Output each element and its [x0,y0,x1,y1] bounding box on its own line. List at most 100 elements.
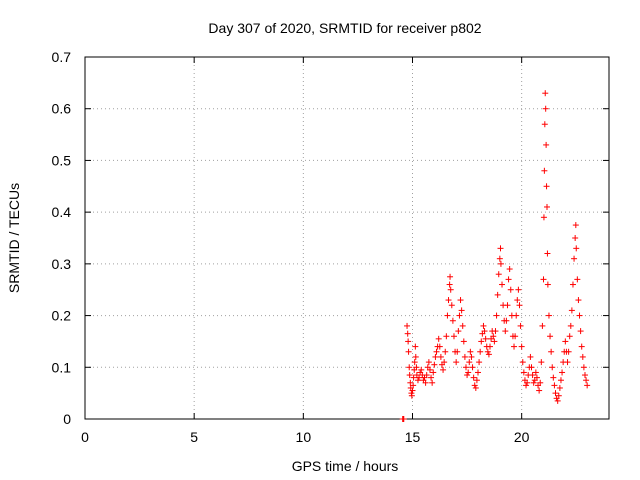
data-point [426,366,433,373]
data-point [564,359,571,366]
data-point [530,379,537,386]
data-point [550,374,557,381]
data-point [485,351,492,358]
data-point [422,379,429,386]
data-point [445,297,452,304]
data-point [497,260,504,267]
data-point [443,333,450,340]
data-point [412,343,419,350]
data-point [441,359,448,366]
data-point [430,369,437,376]
data-point [512,333,519,340]
data-point [425,359,432,366]
data-point [543,203,550,210]
data-point [476,359,483,366]
data-point [581,372,588,379]
data-point [407,379,414,386]
data-point [584,382,591,389]
data-point [492,328,499,335]
data-point [566,333,573,340]
y-tick-label: 0 [63,411,71,427]
data-point [551,382,558,389]
data-point [469,364,476,371]
data-point [442,348,449,355]
data-point [529,372,536,379]
data-point [542,105,549,112]
data-point [475,369,481,376]
data-point [528,364,535,371]
data-point [400,416,407,422]
data-point [536,387,543,394]
data-point [447,273,454,280]
data-point [523,382,530,389]
y-tick-label: 0.3 [52,256,72,272]
data-point [497,245,504,252]
data-point [456,312,463,319]
data-point [532,369,539,376]
data-point [431,361,438,368]
data-point [444,312,451,319]
data-point [559,369,566,376]
data-point [517,322,524,329]
data-point [481,328,488,335]
data-point [542,90,549,97]
data-point [470,374,477,381]
data-point [583,377,590,384]
data-point [404,322,411,329]
data-point [518,343,525,350]
data-point [436,343,443,350]
data-points [399,90,591,422]
data-point [533,374,540,381]
data-point [572,222,579,229]
data-point [572,235,579,241]
data-point [428,374,435,381]
x-tick-label: 15 [405,429,421,445]
data-point [555,392,562,399]
data-point [454,348,461,355]
data-point [491,338,498,345]
data-point [414,377,421,384]
x-axis-label: GPS time / hours [292,458,399,474]
x-tick-label: 0 [81,429,89,445]
data-point [473,377,480,384]
data-point [537,379,544,386]
data-point [524,379,531,386]
data-point [487,343,494,350]
data-point [547,333,554,340]
data-point [577,328,584,335]
data-point [543,141,550,148]
data-point [453,359,460,366]
data-point [568,307,575,314]
data-point [580,364,587,371]
y-tick-label: 0.6 [52,101,72,117]
data-point [493,312,500,319]
data-point [499,281,506,288]
data-point [519,359,526,366]
data-point [545,312,552,319]
data-point [507,286,514,293]
data-point [437,353,444,360]
data-point [557,377,564,384]
data-point [465,369,472,376]
data-point [539,322,546,329]
data-point [543,183,550,190]
data-point [480,322,487,329]
data-point [466,359,473,366]
data-point [515,286,522,293]
data-point [429,379,436,386]
data-point [471,382,478,389]
data-point [549,364,556,371]
data-point [404,330,411,337]
data-point [446,281,453,288]
data-point [449,317,456,324]
data-point [411,359,418,366]
data-point [575,297,582,304]
data-point [495,271,502,278]
data-point [548,348,555,355]
data-point [482,335,489,342]
data-point [457,297,464,304]
data-point [461,353,468,360]
data-point [569,281,576,288]
data-point [490,333,497,340]
data-point [562,338,569,345]
